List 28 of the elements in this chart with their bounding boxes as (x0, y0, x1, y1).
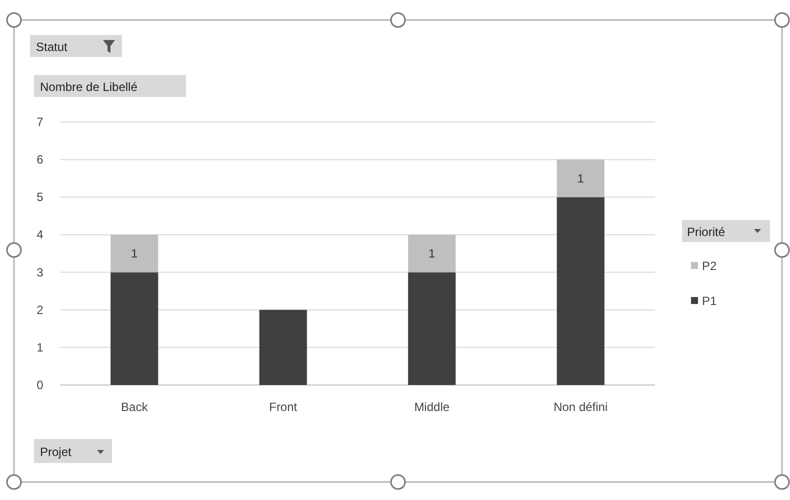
text: Statut (36, 40, 68, 54)
y-tick-label: 2 (36, 302, 44, 317)
bar (556, 160, 604, 198)
data-label: 1 (428, 246, 436, 260)
legend-label: P1 (702, 294, 718, 308)
y-tick-label: 7 (36, 115, 44, 129)
y-tick-label: 4 (36, 228, 44, 242)
x-tick-label: Back (121, 400, 149, 414)
y-tick-label: 6 (36, 152, 44, 167)
y-axis-title: Nombre de Libellé (40, 80, 138, 94)
legend-label: P2 (702, 259, 718, 273)
data-label: 1 (577, 171, 584, 186)
bar (408, 272, 456, 385)
bar (408, 234, 456, 272)
bar (556, 197, 604, 385)
y-tick-label: 5 (36, 190, 44, 204)
bar (110, 272, 158, 385)
data-label: 1 (131, 246, 138, 260)
x-tick-label: Middle (414, 400, 450, 414)
y-tick-label: 1 (36, 340, 44, 354)
x-axis-title: Projet (40, 445, 72, 459)
x-tick-label: Front (269, 400, 298, 414)
legend-title: Priorité (687, 225, 726, 239)
y-tick-label: 0 (36, 378, 44, 392)
y-tick-label: 3 (36, 265, 44, 280)
bar (110, 234, 158, 272)
bar (259, 310, 307, 385)
x-tick-label: Non défini (554, 400, 608, 414)
